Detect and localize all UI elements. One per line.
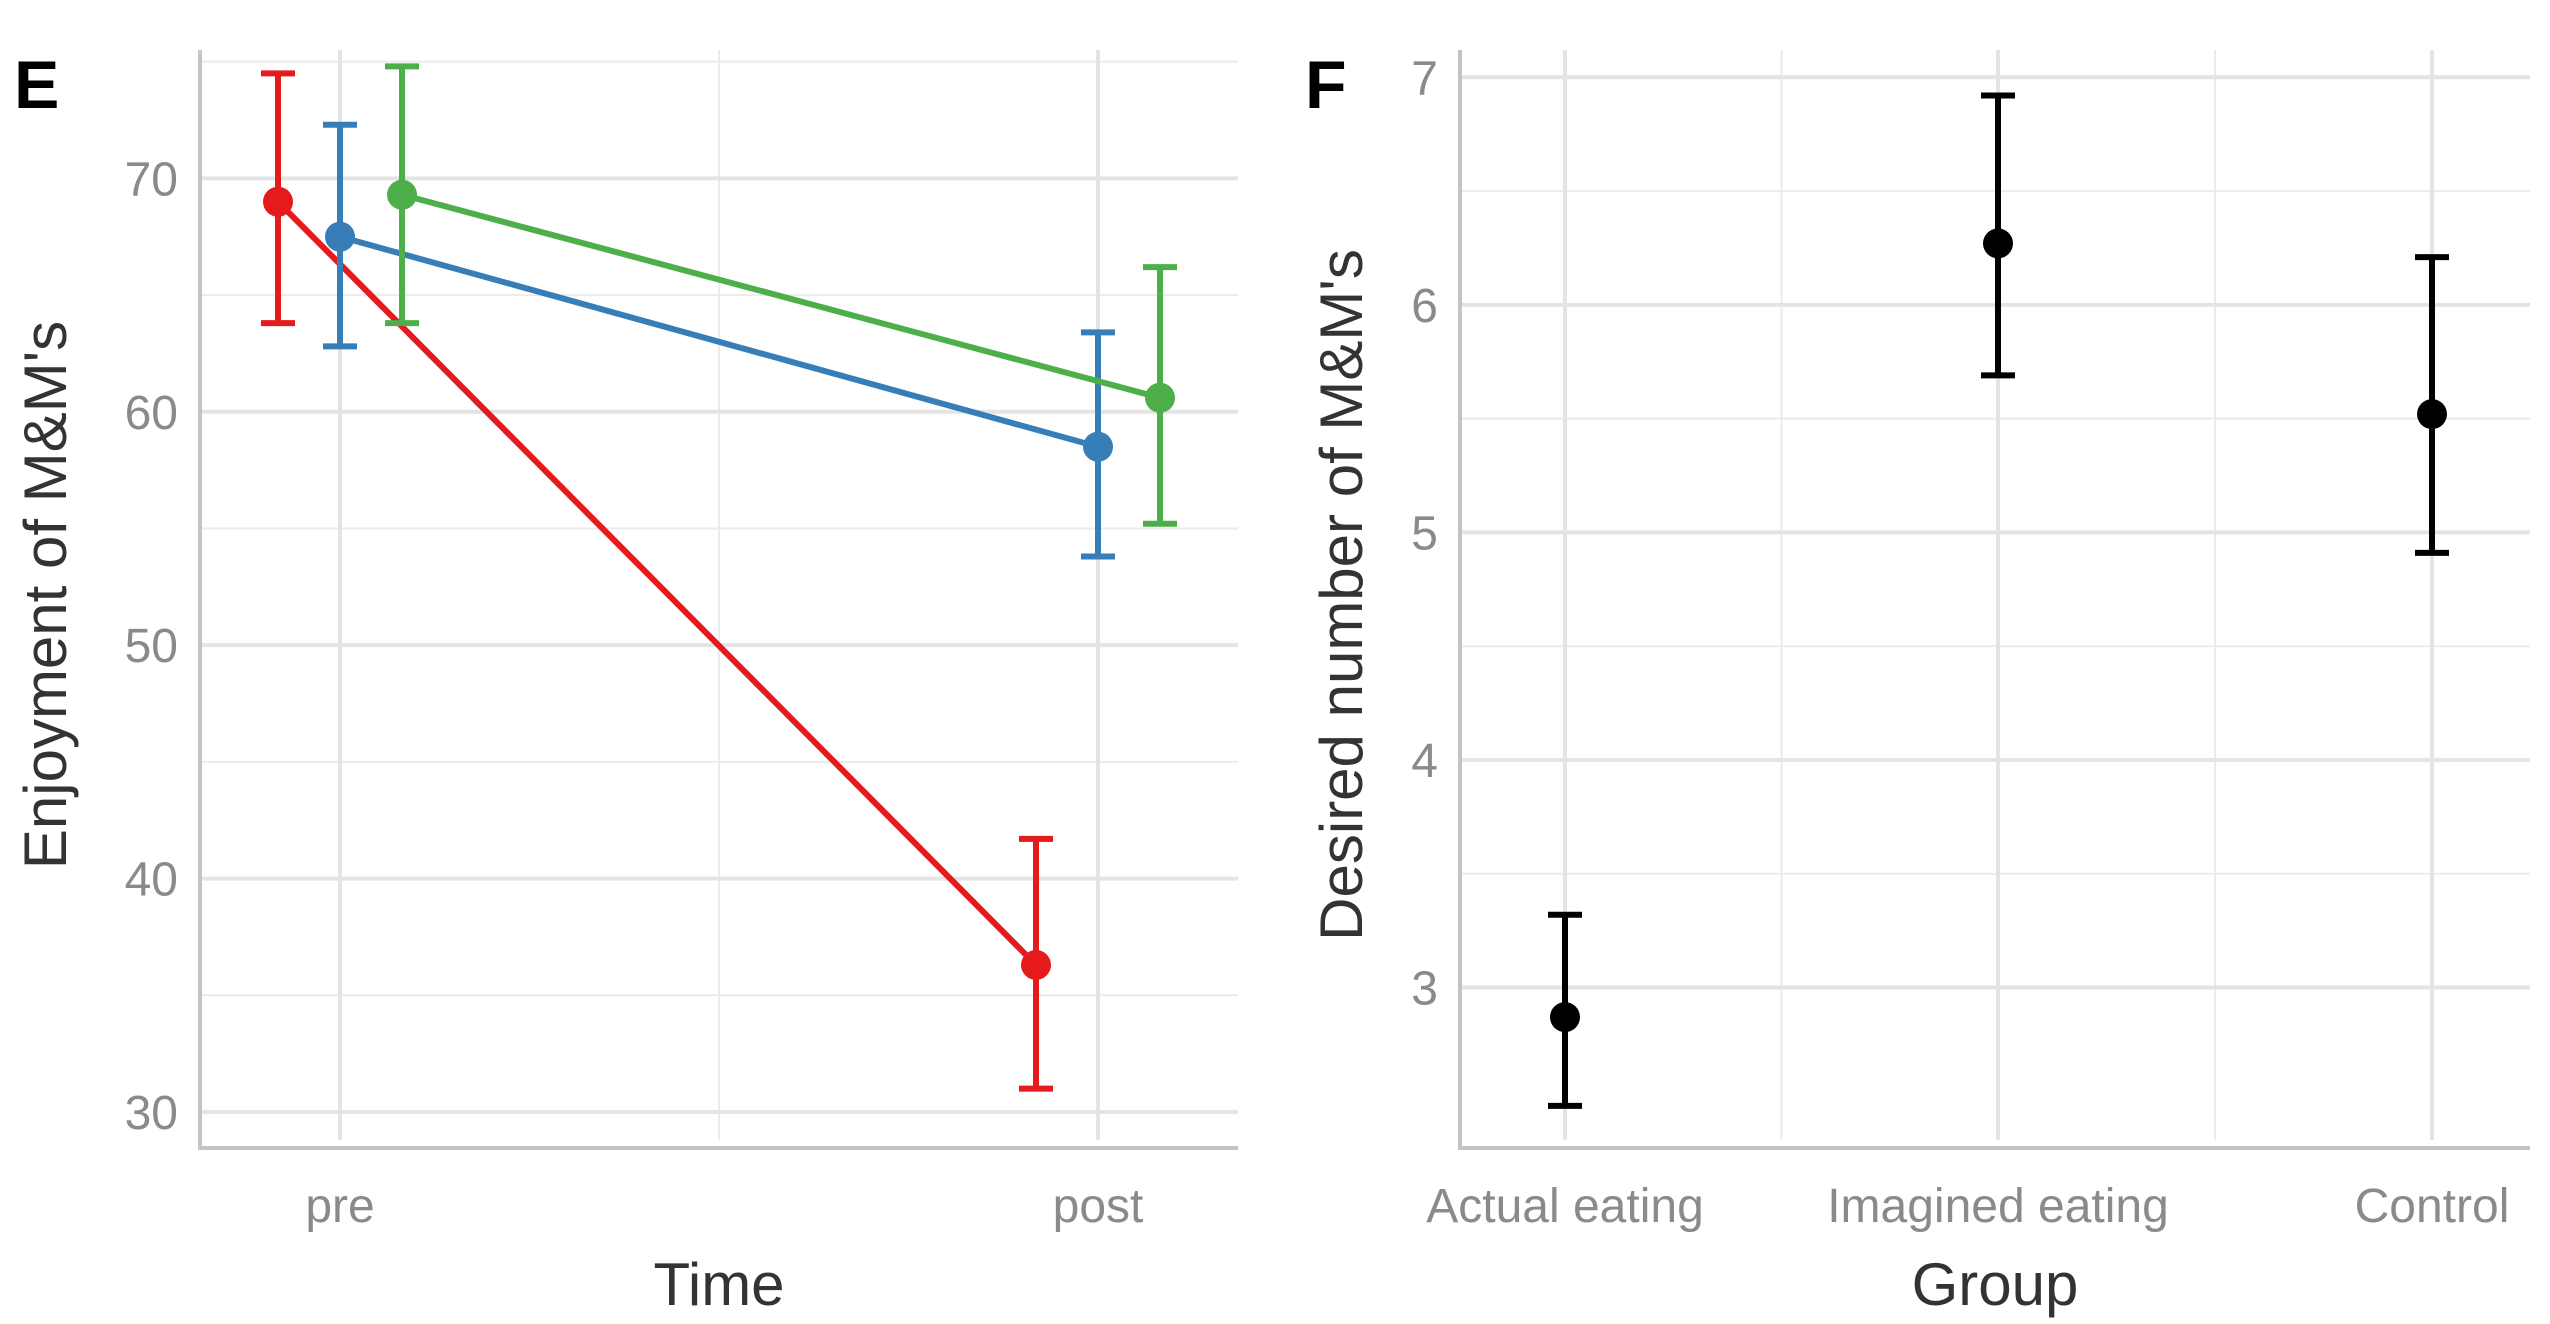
series-line (275, 199, 1039, 968)
data-point (1145, 382, 1175, 413)
y-tick-label: 7 (1411, 52, 1438, 105)
series-control (385, 63, 1177, 527)
y-tick-label: 40 (125, 854, 178, 907)
y-axis-title: Desired number of M&M's (1308, 249, 1375, 941)
x-axis-title: Group (1912, 1251, 2079, 1318)
x-axis-title: Time (653, 1251, 784, 1318)
data-point (1550, 1002, 1580, 1033)
data-point (325, 221, 355, 252)
y-tick-label: 6 (1411, 280, 1438, 333)
points (1548, 92, 2449, 1109)
x-tick-label: Control (2355, 1180, 2510, 1233)
data-point (2417, 399, 2447, 430)
series-actual-eating (261, 70, 1053, 1092)
data-point (1983, 228, 2013, 259)
panel-label: F (1305, 47, 1347, 123)
data-point (263, 186, 293, 217)
panel-label: E (14, 47, 59, 123)
data-point (1083, 431, 1113, 462)
y-tick-label: 30 (125, 1087, 178, 1140)
x-tick-label: Actual eating (1426, 1180, 1704, 1233)
x-tick-label: pre (305, 1180, 374, 1233)
y-tick-label: 5 (1411, 507, 1438, 560)
x-tick-label: Imagined eating (1827, 1180, 2169, 1233)
y-tick-label: 60 (125, 387, 178, 440)
x-tick-label: post (1053, 1180, 1144, 1233)
data-point (1021, 949, 1051, 980)
y-tick-label: 4 (1411, 735, 1438, 788)
data-point (387, 179, 417, 210)
series-imagined-eating (323, 121, 1115, 560)
y-tick-label: 70 (125, 153, 178, 206)
y-tick-label: 50 (125, 620, 178, 673)
y-tick-label: 3 (1411, 963, 1438, 1016)
series-line (339, 233, 1099, 450)
series-line (401, 191, 1161, 401)
panel-f: 3 4 5 6 7 Actual eating Imagined eating Control… (1305, 47, 2530, 1318)
panel-e: 30 40 50 60 70 pre post Time Enjoyment of M&M's E (12, 47, 1238, 1318)
y-axis-title: Enjoyment of M&M's (12, 321, 79, 869)
